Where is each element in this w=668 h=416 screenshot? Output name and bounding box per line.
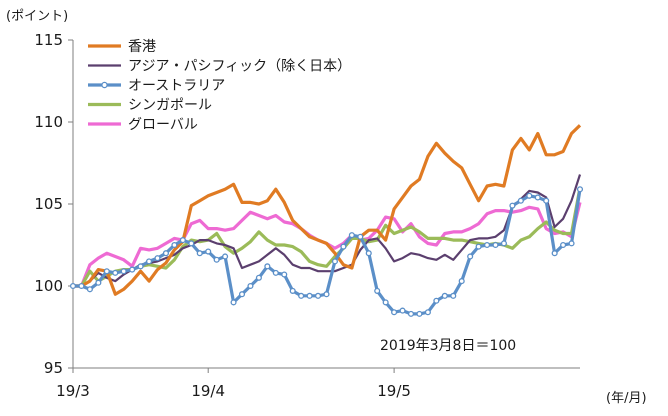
- data-point: [551, 250, 558, 257]
- data-point: [289, 287, 296, 294]
- data-point: [103, 268, 110, 275]
- series-lines: [69, 124, 584, 317]
- data-point: [576, 186, 584, 193]
- data-point: [365, 250, 372, 257]
- data-point: [543, 197, 550, 204]
- data-point: [179, 237, 186, 244]
- x-tick-label: 19/5: [377, 382, 411, 400]
- y-tick-label: 115: [34, 31, 63, 49]
- data-point: [281, 271, 288, 278]
- data-point: [340, 243, 347, 250]
- data-point: [112, 269, 119, 276]
- x-tick-label: 19/3: [56, 382, 90, 400]
- legend-item: シンガポール: [88, 98, 212, 114]
- y-tick-label: 110: [34, 113, 63, 131]
- legend-label: アジア・パシフィック（除く日本）: [128, 59, 351, 75]
- data-point: [467, 253, 474, 260]
- legend-item: 香港: [88, 39, 156, 55]
- tick-labels: 95 100 105 110 115 19/3 19/4 19/5: [34, 31, 411, 400]
- data-point: [188, 240, 195, 247]
- series-1: [73, 174, 582, 288]
- data-point: [526, 192, 533, 199]
- x-unit-label: (年/月): [606, 391, 647, 406]
- data-point: [137, 263, 144, 270]
- legend-marker: [101, 81, 108, 89]
- data-point: [424, 309, 431, 316]
- data-point: [416, 310, 423, 317]
- data-point: [230, 299, 237, 306]
- data-point: [509, 202, 516, 209]
- legend-label: 香港: [128, 39, 156, 55]
- data-point: [272, 269, 279, 276]
- data-point: [517, 197, 524, 204]
- data-point: [323, 291, 330, 298]
- data-point: [196, 250, 203, 257]
- data-point: [475, 243, 482, 250]
- legend-label: グローバル: [128, 117, 198, 133]
- legend-label: オーストラリア: [128, 78, 225, 94]
- data-point: [433, 297, 440, 304]
- data-point: [534, 194, 541, 201]
- data-point: [458, 278, 465, 285]
- data-point: [222, 253, 229, 260]
- data-point: [399, 307, 406, 314]
- y-tick-label: 100: [34, 277, 63, 295]
- data-point: [95, 279, 102, 286]
- legend-item: アジア・パシフィック（除く日本）: [88, 59, 351, 75]
- data-point: [171, 241, 178, 249]
- axes: [68, 39, 580, 373]
- data-point: [441, 292, 448, 299]
- data-point: [86, 286, 93, 293]
- series-line: [73, 124, 582, 296]
- series-line: [73, 174, 582, 288]
- data-point: [357, 233, 364, 240]
- data-point: [255, 274, 262, 281]
- data-point: [450, 292, 457, 299]
- data-point: [247, 282, 254, 290]
- data-point: [483, 241, 491, 249]
- data-point: [146, 258, 153, 265]
- data-point: [120, 268, 127, 275]
- data-point: [492, 241, 499, 249]
- data-point: [238, 291, 246, 298]
- data-point: [560, 241, 567, 249]
- data-point: [331, 258, 339, 265]
- legend-item: グローバル: [88, 117, 198, 133]
- y-unit-label: (ポイント): [6, 9, 68, 24]
- data-point: [213, 256, 220, 263]
- base-date-note: 2019年3月8日＝100: [380, 338, 516, 354]
- data-point: [314, 292, 322, 299]
- data-point: [391, 309, 398, 316]
- series-0: [73, 124, 582, 296]
- y-tick-label: 95: [44, 359, 63, 377]
- data-point: [162, 250, 170, 257]
- data-point: [264, 263, 271, 270]
- data-point: [348, 232, 355, 239]
- data-point: [154, 255, 161, 262]
- x-tick-label: 19/4: [191, 382, 225, 400]
- data-point: [306, 292, 313, 299]
- data-point: [500, 240, 508, 247]
- legend-label: シンガポール: [128, 98, 212, 114]
- legend-item: オーストラリア: [88, 78, 225, 94]
- y-tick-label: 105: [34, 195, 63, 213]
- data-point: [298, 292, 305, 299]
- data-point: [374, 287, 381, 294]
- data-point: [382, 299, 389, 306]
- data-point: [205, 248, 212, 255]
- data-point: [407, 310, 415, 317]
- data-point: [568, 240, 575, 247]
- series-2: [69, 186, 584, 317]
- data-point: [129, 266, 136, 273]
- data-point: [78, 282, 85, 290]
- data-point: [69, 282, 77, 290]
